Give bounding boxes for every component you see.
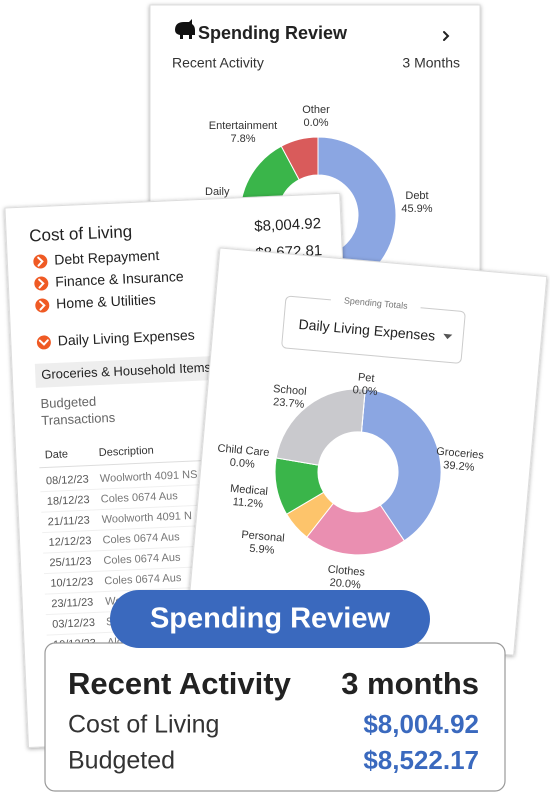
slice-value: 0.0%	[303, 117, 328, 129]
category-item[interactable]: Home & Utilities	[35, 291, 156, 313]
table-description: Coles 0674 Aus	[103, 552, 181, 567]
table-date: 03/12/23	[52, 617, 95, 631]
subcategory-label: Groceries & Household Items	[41, 360, 212, 382]
table-date: 08/12/23	[46, 474, 89, 488]
chevron-icon	[443, 31, 450, 41]
slice-value: 11.2%	[232, 496, 264, 511]
slice-value: 45.9%	[401, 203, 432, 215]
table-description: Coles 0674 Aus	[101, 490, 179, 505]
slice-label: Daily	[205, 186, 230, 198]
card-title: Cost of Living	[29, 222, 133, 245]
slice-label: Groceries	[436, 446, 485, 462]
slice-label: Medical	[230, 483, 269, 498]
category-label: Debt Repayment	[54, 247, 160, 268]
slice-value: 20.0%	[329, 577, 361, 592]
slice-label: Pet	[357, 371, 374, 384]
table-description: Coles 0674 Aus	[104, 572, 182, 587]
slice-value: 0.0%	[352, 384, 378, 398]
slice-value: 0.0%	[229, 457, 255, 471]
slice-value: 23.7%	[273, 396, 305, 411]
summary-period: 3 months	[341, 666, 479, 701]
period-label: 3 Months	[402, 55, 460, 71]
slice-value: 39.2%	[443, 459, 475, 474]
summary-amount: $8,004.92	[363, 709, 479, 739]
category-label: Finance & Insurance	[55, 268, 184, 290]
piggy-icon	[175, 19, 195, 39]
slice-label: Debt	[405, 190, 428, 202]
bullet-icon	[34, 276, 49, 291]
bullet-icon	[36, 335, 51, 350]
table-description: Woolworth 4091 N	[101, 510, 192, 526]
slice-label: Personal	[241, 529, 285, 545]
table-description: Woolworth 4091 NS	[100, 469, 198, 485]
amount: $8,004.92	[254, 215, 321, 235]
summary-label: Cost of Living	[68, 711, 219, 739]
slice-value: 5.9%	[249, 543, 275, 557]
slice-value: 7.8%	[230, 133, 255, 145]
donut-slice	[360, 388, 442, 542]
slice-label: Clothes	[327, 564, 366, 579]
row-label: Transactions	[41, 410, 116, 428]
summary-panel: Spending Review Recent Activity 3 months Co…	[44, 590, 506, 792]
slice-label: Entertainment	[209, 120, 277, 132]
caret-icon	[443, 333, 453, 340]
table-description: Coles 0674 Aus	[102, 531, 180, 546]
summary-label: Budgeted	[68, 747, 175, 775]
row-label: Budgeted	[40, 394, 96, 411]
bullet-icon	[35, 298, 50, 313]
table-date: 10/12/23	[50, 576, 93, 590]
category-item[interactable]: Daily Living Expenses	[36, 327, 196, 350]
category-item[interactable]: Debt Repayment	[33, 247, 160, 269]
summary-amount: $8,522.17	[363, 745, 479, 775]
label-gap	[330, 294, 421, 313]
banner-title: Spending Review	[150, 603, 391, 635]
category-label: Daily Living Expenses	[57, 327, 195, 349]
chevron-icon	[37, 256, 44, 267]
chevron-icon	[38, 339, 49, 346]
donut-slice	[275, 388, 366, 466]
card-subtitle: Recent Activity	[172, 55, 264, 71]
category-item[interactable]: Finance & Insurance	[34, 268, 184, 291]
column-header: Date	[45, 448, 69, 461]
table-date: 23/11/23	[51, 596, 93, 610]
table-date: 21/11/23	[47, 515, 89, 529]
chevron-icon	[38, 278, 45, 289]
chevron-icon	[39, 300, 46, 311]
slice-label: Child Care	[217, 442, 270, 458]
table-date: 18/12/23	[47, 494, 90, 508]
banner-pill	[110, 590, 430, 648]
table-date: 12/12/23	[48, 535, 91, 549]
donut-slice	[361, 389, 366, 433]
category-label: Home & Utilities	[56, 291, 156, 311]
chevron-button[interactable]	[443, 31, 450, 41]
summary-heading: Recent Activity	[68, 666, 292, 701]
card-title: Spending Review	[198, 23, 348, 43]
bullet-icon	[33, 254, 48, 269]
column-header: Description	[99, 445, 155, 459]
slice-label: School	[273, 383, 308, 398]
table-date: 25/11/23	[49, 555, 91, 569]
slice-label: Other	[302, 104, 330, 116]
